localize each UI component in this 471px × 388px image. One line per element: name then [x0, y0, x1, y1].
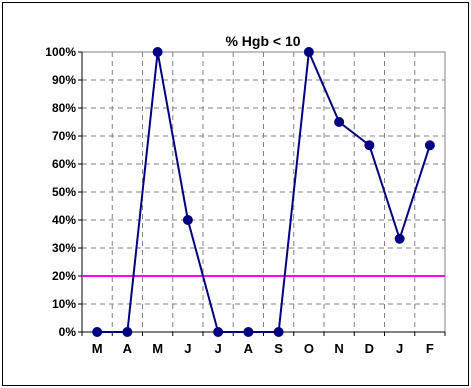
x-tick-label: M: [92, 341, 103, 356]
series-line: [97, 48, 431, 333]
y-tick-label: 0%: [59, 325, 77, 339]
x-tick-label: J: [215, 341, 222, 356]
data-point: [92, 327, 103, 337]
x-tick-label: N: [334, 341, 343, 356]
x-tick-label: A: [123, 341, 133, 356]
y-tick-label: 60%: [52, 157, 76, 171]
x-tick-label: J: [396, 341, 403, 356]
x-tick-label: S: [274, 341, 283, 356]
y-tick-label: 10%: [52, 297, 76, 311]
data-point: [243, 327, 254, 337]
x-tick-label: A: [244, 341, 254, 356]
x-tick-label: M: [152, 341, 163, 356]
data-point: [273, 327, 284, 337]
data-point: [334, 117, 345, 127]
data-point: [394, 233, 405, 244]
x-tick-label: F: [426, 341, 434, 356]
x-tick-label: O: [304, 341, 314, 356]
y-tick-label: 30%: [52, 241, 76, 255]
y-tick-label: 80%: [52, 101, 76, 115]
y-tick-label: 70%: [52, 129, 76, 143]
data-point: [364, 140, 375, 151]
data-point: [122, 327, 133, 337]
data-point: [213, 327, 224, 337]
data-point: [182, 215, 193, 225]
x-tick-label: J: [184, 341, 191, 356]
data-point: [424, 140, 435, 151]
x-tick-label: D: [365, 341, 374, 356]
chart-title: % Hgb < 10: [225, 33, 300, 49]
y-tick-label: 90%: [52, 73, 76, 87]
data-point: [303, 47, 314, 57]
y-axis-ticks: 0% 10% 20% 30% 40% 50% 60% 70% 80% 90% 100%: [45, 45, 82, 339]
y-tick-label: 20%: [52, 269, 76, 283]
series-group: [92, 47, 435, 337]
y-tick-label: 50%: [52, 185, 76, 199]
y-tick-label: 100%: [45, 45, 76, 59]
data-point: [152, 47, 163, 57]
y-tick-label: 40%: [52, 213, 76, 227]
